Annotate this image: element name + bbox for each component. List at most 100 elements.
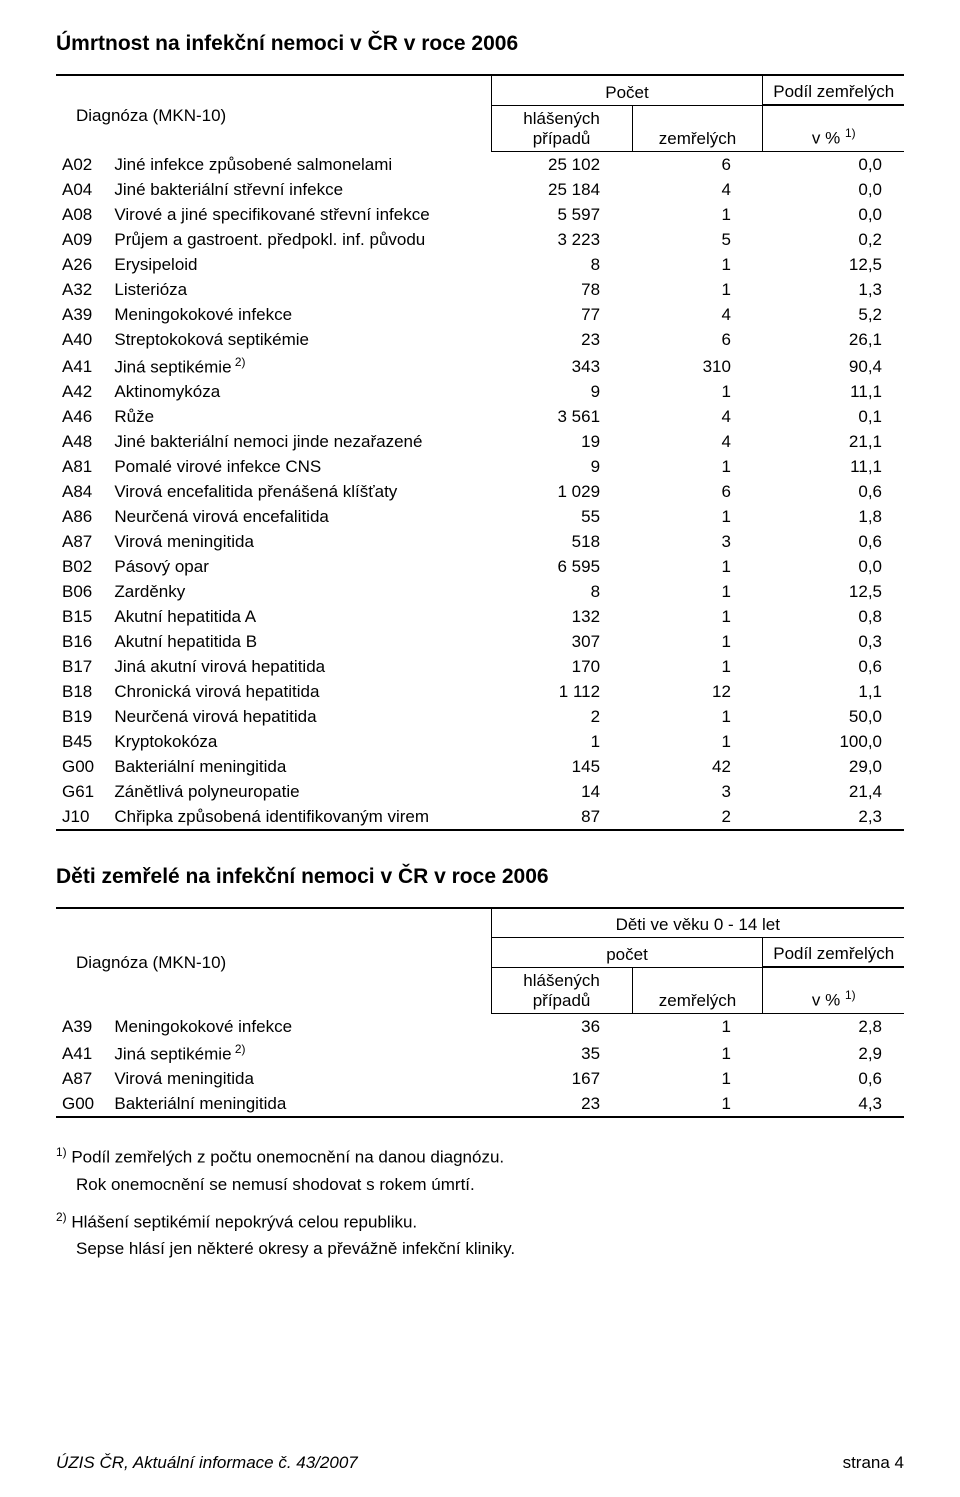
cell-reported: 77 — [491, 302, 632, 327]
cell-deceased: 2 — [632, 804, 763, 830]
cell-share: 29,0 — [763, 754, 904, 779]
cell-code: B15 — [56, 604, 108, 629]
footnote-1-marker: 1) — [56, 1145, 67, 1159]
cell-share: 21,1 — [763, 429, 904, 454]
col-header-share-sub-text-2: v % — [812, 991, 840, 1010]
cell-code: G61 — [56, 779, 108, 804]
col-header-diagnosis-2: Diagnóza (MKN-10) — [56, 908, 491, 1013]
cell-share: 100,0 — [763, 729, 904, 754]
cell-reported: 55 — [491, 504, 632, 529]
cell-reported: 170 — [491, 654, 632, 679]
cell-code: B19 — [56, 704, 108, 729]
mortality-table: Diagnóza (MKN-10) Počet Podíl zemřelých … — [56, 74, 904, 831]
cell-deceased: 6 — [632, 151, 763, 177]
col-header-children-count: počet — [491, 938, 763, 968]
cell-code: A41 — [56, 1039, 108, 1067]
section-2-title: Děti zemřelé na infekční nemoci v ČR v r… — [56, 865, 904, 889]
cell-reported: 5 597 — [491, 202, 632, 227]
cell-code: B06 — [56, 579, 108, 604]
page-footer: ÚZIS ČR, Aktuální informace č. 43/2007 s… — [56, 1453, 904, 1473]
cell-reported: 1 029 — [491, 479, 632, 504]
cell-deceased: 310 — [632, 352, 763, 380]
table-row: A26Erysipeloid8112,5 — [56, 252, 904, 277]
cell-reported: 6 595 — [491, 554, 632, 579]
cell-diagnosis: Zarděnky — [108, 579, 491, 604]
cell-deceased: 1 — [632, 277, 763, 302]
col-header-diagnosis: Diagnóza (MKN-10) — [56, 75, 491, 151]
cell-deceased: 3 — [632, 529, 763, 554]
cell-deceased: 1 — [632, 379, 763, 404]
cell-reported: 3 223 — [491, 227, 632, 252]
footnote-1-line-2: Rok onemocnění se nemusí shodovat s roke… — [56, 1174, 904, 1197]
footnote-2-line-2: Sepse hlásí jen některé okresy a převážn… — [56, 1238, 904, 1261]
cell-code: G00 — [56, 1091, 108, 1117]
table-row: A08Virové a jiné specifikované střevní i… — [56, 202, 904, 227]
table-row: A41Jiná septikémie 2)34331090,4 — [56, 352, 904, 380]
cell-diagnosis: Virová meningitida — [108, 529, 491, 554]
col-header-deceased: zemřelých — [632, 105, 763, 151]
col-header-reported: hlášených případů — [491, 105, 632, 151]
cell-diagnosis: Bakteriální meningitida — [108, 1091, 491, 1117]
cell-deceased: 4 — [632, 302, 763, 327]
cell-share: 0,0 — [763, 151, 904, 177]
cell-reported: 25 102 — [491, 151, 632, 177]
cell-code: B17 — [56, 654, 108, 679]
cell-diagnosis: Kryptokokóza — [108, 729, 491, 754]
cell-code: B45 — [56, 729, 108, 754]
cell-reported: 8 — [491, 579, 632, 604]
cell-diagnosis: Akutní hepatitida B — [108, 629, 491, 654]
cell-reported: 145 — [491, 754, 632, 779]
table-row: B15Akutní hepatitida A13210,8 — [56, 604, 904, 629]
cell-code: A26 — [56, 252, 108, 277]
cell-deceased: 4 — [632, 177, 763, 202]
cell-deceased: 1 — [632, 1091, 763, 1117]
table-row: A42Aktinomykóza9111,1 — [56, 379, 904, 404]
table-row: A87Virová meningitida16710,6 — [56, 1066, 904, 1091]
cell-reported: 167 — [491, 1066, 632, 1091]
cell-share: 0,2 — [763, 227, 904, 252]
cell-share: 0,0 — [763, 554, 904, 579]
cell-code: G00 — [56, 754, 108, 779]
cell-diagnosis: Průjem a gastroent. předpokl. inf. původ… — [108, 227, 491, 252]
cell-deceased: 1 — [632, 252, 763, 277]
cell-reported: 9 — [491, 379, 632, 404]
cell-reported: 19 — [491, 429, 632, 454]
cell-code: A09 — [56, 227, 108, 252]
cell-code: A41 — [56, 352, 108, 380]
cell-diagnosis: Akutní hepatitida A — [108, 604, 491, 629]
cell-deceased: 1 — [632, 604, 763, 629]
cell-code: J10 — [56, 804, 108, 830]
cell-deceased: 5 — [632, 227, 763, 252]
table-row: B17Jiná akutní virová hepatitida17010,6 — [56, 654, 904, 679]
cell-code: A81 — [56, 454, 108, 479]
footnote-1-text-a: Podíl zemřelých z počtu onemocnění na da… — [71, 1148, 504, 1167]
cell-code: A39 — [56, 1013, 108, 1039]
col-header-children-share-top: Podíl zemřelých — [763, 938, 904, 968]
cell-reported: 36 — [491, 1013, 632, 1039]
col-header-share-sub-2: v % 1) — [763, 967, 904, 1013]
cell-share: 2,9 — [763, 1039, 904, 1067]
cell-reported: 2 — [491, 704, 632, 729]
cell-diagnosis: Jiná septikémie 2) — [108, 352, 491, 380]
table-row: B45Kryptokokóza11100,0 — [56, 729, 904, 754]
table-row: A39Meningokokové infekce3612,8 — [56, 1013, 904, 1039]
children-mortality-table: Diagnóza (MKN-10) Děti ve věku 0 - 14 le… — [56, 907, 904, 1118]
table-row: A39Meningokokové infekce7745,2 — [56, 302, 904, 327]
cell-diagnosis: Streptokoková septikémie — [108, 327, 491, 352]
cell-reported: 307 — [491, 629, 632, 654]
cell-code: A42 — [56, 379, 108, 404]
cell-share: 0,0 — [763, 177, 904, 202]
cell-code: A02 — [56, 151, 108, 177]
cell-reported: 9 — [491, 454, 632, 479]
cell-diagnosis: Neurčená virová encefalitida — [108, 504, 491, 529]
cell-diagnosis: Chronická virová hepatitida — [108, 679, 491, 704]
table-row: J10Chřipka způsobená identifikovaným vir… — [56, 804, 904, 830]
table-row: A46Růže3 56140,1 — [56, 404, 904, 429]
cell-deceased: 1 — [632, 454, 763, 479]
cell-diagnosis: Jiná septikémie 2) — [108, 1039, 491, 1067]
cell-deceased: 6 — [632, 479, 763, 504]
table-row: A40Streptokoková septikémie23626,1 — [56, 327, 904, 352]
cell-deceased: 4 — [632, 429, 763, 454]
diagnosis-footnote-marker: 2) — [232, 1042, 246, 1056]
col-header-children-group: Děti ve věku 0 - 14 let — [491, 908, 904, 938]
